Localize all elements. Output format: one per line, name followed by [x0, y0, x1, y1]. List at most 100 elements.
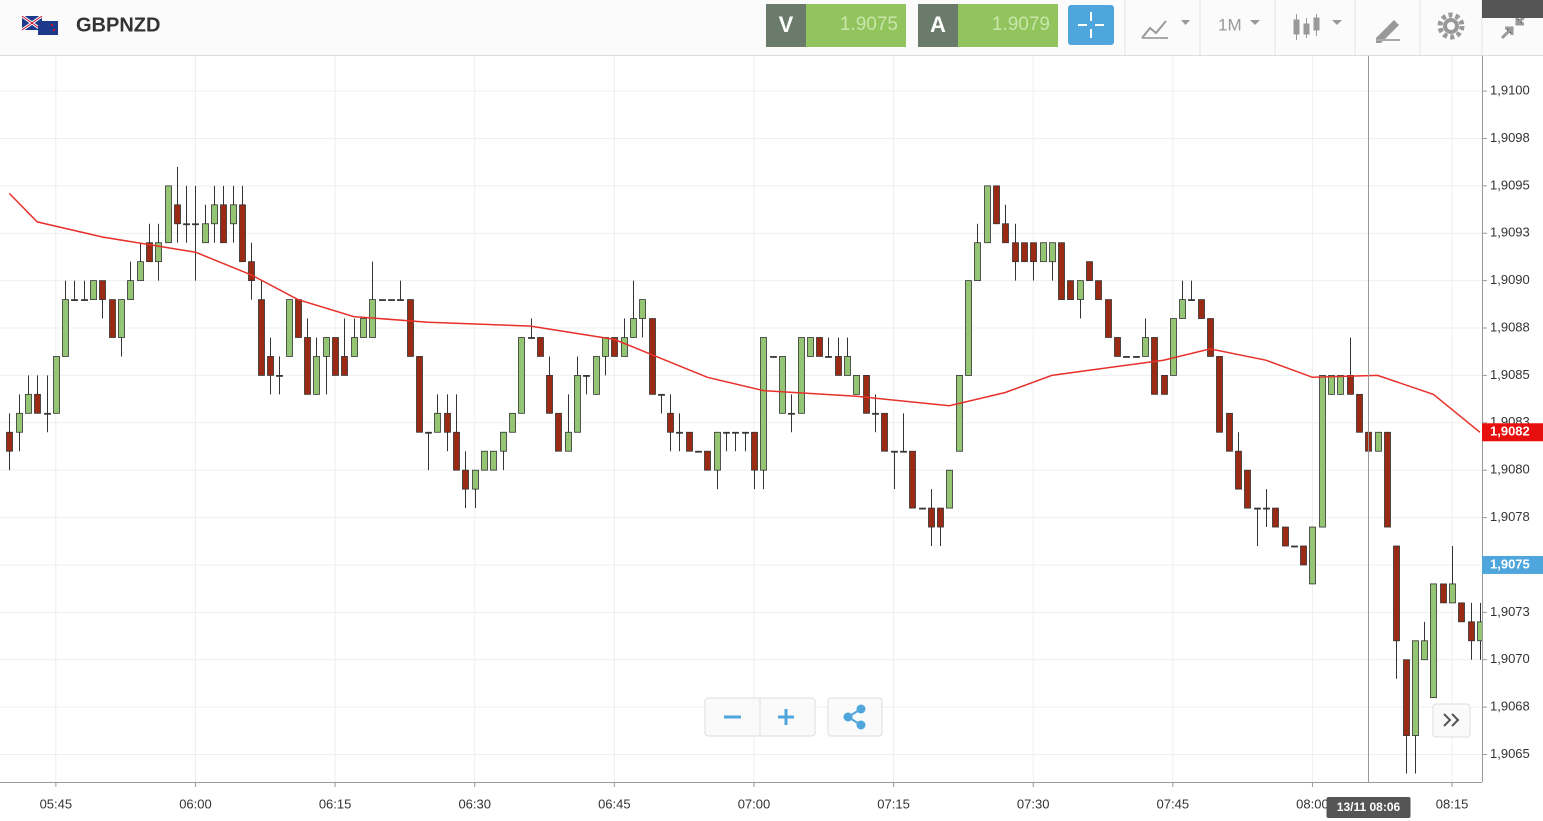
candle-body — [1170, 318, 1177, 376]
candle-body — [444, 412, 451, 433]
crosshair-time-label: 13/11 08:06 — [1337, 800, 1401, 814]
collapse-button[interactable] — [1500, 12, 1529, 40]
candle-body — [528, 337, 535, 339]
share-button[interactable] — [843, 704, 866, 730]
candle-body — [555, 412, 562, 452]
candle-body — [230, 204, 237, 225]
sell-price: 1.9075 — [840, 14, 898, 35]
candle-body — [304, 337, 311, 395]
crosshair-time-tag — [1326, 797, 1411, 818]
x-tick-label: 07:45 — [1157, 796, 1190, 811]
candle-body — [481, 450, 488, 471]
chart-type-button[interactable] — [1141, 20, 1190, 39]
timeframe: 1M — [1218, 15, 1242, 34]
buy-price: 1.9079 — [992, 14, 1050, 35]
scroll-right-button[interactable] — [1432, 703, 1471, 738]
candle-body — [99, 280, 106, 300]
candle-style-button[interactable] — [1293, 14, 1342, 40]
candle-body — [732, 431, 739, 434]
x-tick-label: 07:15 — [877, 796, 910, 811]
candle-body — [1430, 583, 1437, 699]
candle-body — [332, 337, 339, 376]
candle-body — [844, 356, 851, 376]
sell-button[interactable]: V 1.9075 — [766, 4, 906, 47]
candle-body — [1254, 507, 1261, 510]
candle-body — [546, 375, 553, 414]
candle-body — [1226, 412, 1233, 452]
candle-body — [788, 412, 795, 415]
candle-body — [462, 469, 469, 490]
draw-tool-button[interactable] — [1376, 20, 1400, 43]
candle-body — [1282, 526, 1289, 547]
candle-body — [1309, 526, 1316, 585]
candle-body — [686, 431, 693, 452]
symbol: GBPNZD — [76, 14, 160, 36]
candle-body — [909, 450, 916, 509]
candle-body — [360, 318, 367, 338]
y-tick-label: 1,9080 — [1490, 462, 1530, 477]
candle-body — [1086, 261, 1093, 282]
candle-body — [1403, 659, 1410, 736]
candle-body — [509, 412, 516, 433]
candle-body — [807, 337, 814, 357]
candle-body — [667, 412, 674, 433]
candle-body — [397, 299, 404, 301]
candle-body — [1375, 431, 1382, 452]
candle-body — [537, 337, 544, 357]
candle-body — [1012, 242, 1019, 263]
candle-body — [276, 375, 283, 377]
zoom-in-button[interactable] — [778, 709, 794, 725]
candle-body — [44, 412, 51, 415]
candle-body — [928, 507, 935, 528]
candle-body — [174, 204, 181, 225]
candle-body — [1002, 223, 1009, 244]
candle-body — [127, 280, 134, 300]
candle-body — [900, 450, 907, 453]
candle-body — [118, 299, 125, 338]
candle-body — [155, 242, 162, 263]
candle-body — [1468, 621, 1475, 642]
candle-body — [351, 337, 358, 357]
candle-body — [574, 375, 581, 433]
candle-body — [220, 204, 227, 244]
y-tick-label: 1,9078 — [1490, 509, 1530, 524]
candle-body — [267, 356, 274, 376]
candle-body — [1328, 375, 1335, 395]
candle-body — [816, 337, 823, 357]
crosshair-button[interactable] — [1068, 5, 1114, 45]
candle-body — [1319, 375, 1326, 528]
timeframe-button[interactable]: 1M — [1218, 15, 1260, 34]
candle-body — [1067, 280, 1074, 300]
candle-body — [1458, 602, 1465, 623]
settings-button[interactable] — [1437, 12, 1465, 40]
candle-body — [192, 223, 199, 226]
candle-body — [1179, 299, 1186, 319]
candle-body — [407, 299, 414, 357]
candle-body — [1198, 299, 1205, 319]
buy-button[interactable]: A 1.9079 — [918, 4, 1058, 47]
candle-body — [714, 431, 721, 471]
candle-body — [202, 223, 209, 244]
candle-body — [1272, 507, 1279, 528]
candle-body — [695, 450, 702, 453]
candle-body — [1161, 375, 1168, 395]
y-tick-label: 1,9070 — [1490, 651, 1530, 666]
candle-body — [993, 185, 1000, 225]
candle-body — [621, 337, 628, 357]
candle-body — [1449, 583, 1456, 604]
candle-body — [286, 299, 293, 357]
candle-body — [258, 299, 265, 376]
candle-body — [379, 299, 386, 301]
candle-body — [388, 299, 395, 301]
candle-body — [71, 299, 78, 301]
x-tick-label: 06:45 — [598, 796, 631, 811]
grid — [0, 56, 1482, 782]
plot-area — [6, 56, 1482, 782]
candle-body — [984, 185, 991, 244]
price-tag-label: 1,9082 — [1490, 424, 1530, 439]
candle-body — [1347, 375, 1354, 395]
y-tick-label: 1,9065 — [1490, 746, 1530, 761]
candle-body — [1477, 621, 1482, 642]
candle-body — [974, 242, 981, 282]
